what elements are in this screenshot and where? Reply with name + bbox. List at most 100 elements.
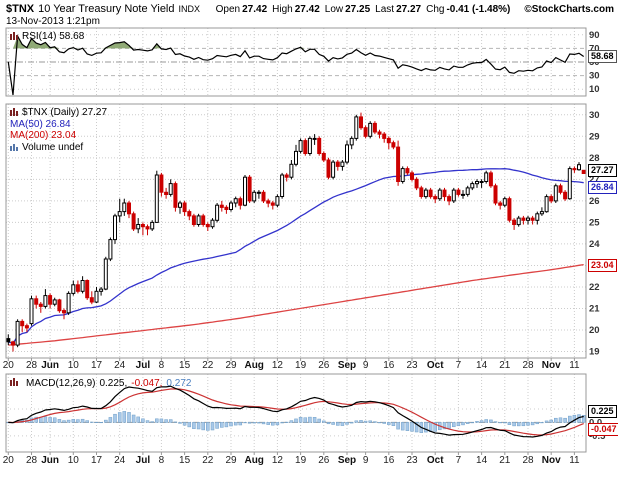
svg-text:29: 29 [225,455,237,466]
chart-datetime: 13-Nov-2013 1:21pm [6,16,100,27]
svg-text:24: 24 [114,455,126,466]
svg-text:17: 17 [91,455,103,466]
ma200-legend-row: MA(200) 23.04 [10,130,107,142]
ma200-legend-label: MA(200) 23.04 [10,130,77,141]
svg-text:14: 14 [476,360,488,371]
indicator-icon [10,378,18,386]
svg-text:Jun: Jun [41,360,59,371]
svg-text:21: 21 [499,455,511,466]
svg-text:10: 10 [68,455,80,466]
svg-text:16: 16 [383,455,395,466]
svg-text:Oct: Oct [427,360,444,371]
svg-text:21: 21 [589,303,600,314]
svg-text:Sep: Sep [338,360,356,371]
svg-text:Oct: Oct [427,455,444,466]
svg-text:0.0: 0.0 [589,417,602,428]
svg-text:23: 23 [406,455,418,466]
price-legend-row: $TNX (Daily) 27.27 [10,107,107,119]
svg-text:20: 20 [589,325,600,336]
svg-text:25: 25 [589,217,600,228]
svg-text:30: 30 [589,71,600,82]
svg-text:22: 22 [589,282,600,293]
svg-text:29: 29 [589,131,600,142]
ma50-value-badge: 26.84 [588,181,617,194]
quote-high: High 27.42 [272,4,320,15]
svg-text:70: 70 [589,43,600,54]
svg-text:29: 29 [225,360,237,371]
quote-open: Open 27.42 [215,4,268,15]
svg-text:Aug: Aug [244,455,263,466]
ma50-legend-label: MA(50) 26.84 [10,118,71,130]
copyright: ©StockCharts.com [524,4,614,15]
svg-text:9: 9 [363,455,369,466]
svg-text:28: 28 [522,360,534,371]
svg-text:21: 21 [499,360,511,371]
rsi-panel-border [5,27,587,97]
macd-legend-label: MACD(12,26,9) [26,378,96,389]
svg-text:14: 14 [476,455,488,466]
rsi-legend-label: RSI(14) 58.68 [22,31,85,42]
svg-text:26: 26 [318,360,330,371]
svg-text:7: 7 [456,455,462,466]
volume-legend-label: Volume undef [22,141,84,153]
instrument-title: 10 Year Treasury Note Yield [38,3,175,15]
svg-text:16: 16 [383,360,395,371]
svg-text:Aug: Aug [244,360,263,371]
svg-text:Jul: Jul [136,360,151,371]
macd-value: 0.225, [99,378,128,389]
svg-text:28: 28 [26,455,38,466]
svg-text:24: 24 [114,360,126,371]
quote-low: Low 27.25 [324,4,371,15]
ma50-line [8,168,584,345]
main-legend: $TNX (Daily) 27.27 MA(50) 26.84 MA(200) … [10,107,107,153]
svg-text:19: 19 [589,347,600,358]
svg-text:28: 28 [522,455,534,466]
main-panel-border [5,103,587,359]
svg-text:26: 26 [589,196,600,207]
macd-line [8,385,584,438]
ma50-legend-row: MA(50) 26.84 [10,119,107,131]
macd-value-badge: 0.225 [588,405,617,418]
volume-legend-row: Volume undef [10,142,107,154]
price-legend-label: $TNX (Daily) 27.27 [22,107,108,118]
exchange-label: INDX [178,4,201,14]
svg-text:Sep: Sep [338,455,356,466]
quote-last: Last 27.27 [375,4,422,15]
macd-signal-value: -0.047, [131,378,163,389]
svg-text:Jun: Jun [41,455,59,466]
svg-text:11: 11 [569,455,580,466]
svg-text:10: 10 [589,84,600,95]
svg-text:Jul: Jul [136,455,151,466]
rsi-value-badge: 58.68 [588,50,617,63]
svg-text:15: 15 [179,455,191,466]
svg-text:28: 28 [26,360,38,371]
svg-text:8: 8 [159,455,165,466]
macd-hist-value: 0.272 [166,378,192,389]
svg-text:15: 15 [179,360,191,371]
macd-panel-border [5,373,587,453]
volume-bars-icon [10,143,18,151]
svg-text:90: 90 [589,30,600,41]
macd-legend: MACD(12,26,9) 0.225, -0.047, 0.272 [10,377,191,390]
svg-text:19: 19 [295,455,307,466]
quote-change: Chg -0.41 (-1.48%) [426,4,511,15]
svg-text:11: 11 [569,360,580,371]
svg-text:20: 20 [3,360,15,371]
ma200-line [8,263,584,346]
quote-summary: Open 27.42 High 27.42 Low 27.25 Last 27.27 C… [216,4,511,15]
svg-text:7: 7 [456,360,462,371]
rsi-line [7,34,585,96]
svg-text:Nov: Nov [542,455,561,466]
svg-text:9: 9 [363,360,369,371]
indicator-icon [10,32,18,40]
svg-text:22: 22 [202,360,214,371]
svg-text:23: 23 [406,360,418,371]
svg-text:28: 28 [589,153,600,164]
chart-header: $TNX 10 Year Treasury Note Yield INDX Op… [6,3,614,15]
macd-signal-line [8,388,584,436]
svg-text:27: 27 [589,174,600,185]
macd-signal-badge: -0.047 [588,423,618,436]
svg-text:8: 8 [159,360,165,371]
rsi-legend: RSI(14) 58.68 [10,31,84,43]
